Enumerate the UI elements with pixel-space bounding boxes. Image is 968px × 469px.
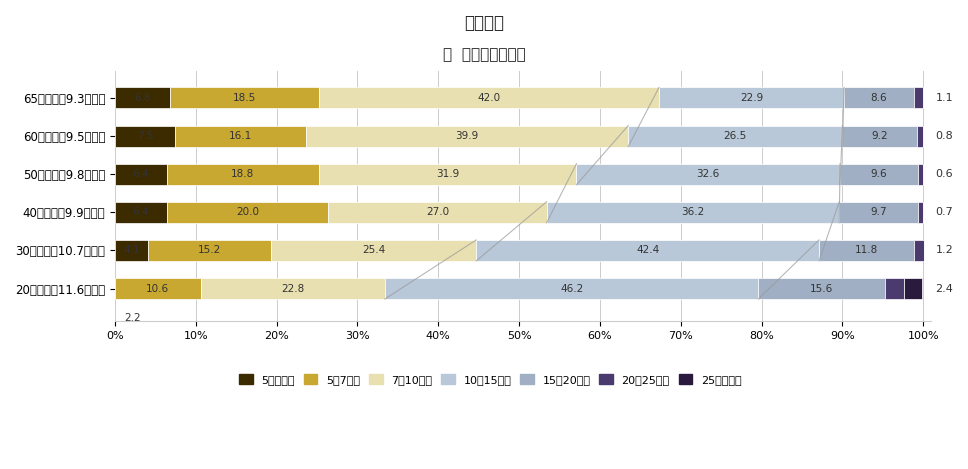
Text: 20.0: 20.0 [236, 207, 258, 217]
Text: 7.5: 7.5 [136, 131, 154, 141]
Bar [547, 202, 839, 223]
Text: 4.1: 4.1 [123, 245, 139, 256]
Legend: 5万円未満, 5～7万円, 7～10万円, 10～15万円, 15～20万円, 20～25万円, 25万円以上: 5万円未満, 5～7万円, 7～10万円, 10～15万円, 15～20万円, … [239, 374, 741, 385]
Text: 36.2: 36.2 [681, 207, 705, 217]
Text: 6.8: 6.8 [134, 93, 151, 103]
Text: 2.4: 2.4 [935, 284, 953, 294]
Text: 10.6: 10.6 [146, 284, 169, 294]
Text: 31.9: 31.9 [436, 169, 459, 179]
Bar [148, 240, 271, 261]
Text: 22.9: 22.9 [740, 93, 763, 103]
Bar [175, 126, 306, 146]
Bar [758, 278, 885, 299]
Bar [577, 164, 840, 185]
Bar [328, 202, 547, 223]
Bar [844, 88, 914, 108]
Text: 0.8: 0.8 [935, 131, 953, 141]
Bar [319, 88, 659, 108]
Text: 11.8: 11.8 [855, 245, 878, 256]
Text: 46.2: 46.2 [560, 284, 584, 294]
Text: ＜  年金受給月額＞: ＜ 年金受給月額＞ [442, 47, 526, 62]
Bar [476, 240, 819, 261]
Bar [318, 164, 577, 185]
Bar [115, 278, 200, 299]
Bar [115, 240, 148, 261]
Text: 6.4: 6.4 [133, 169, 149, 179]
Text: 15.2: 15.2 [197, 245, 221, 256]
Bar [885, 278, 904, 299]
Text: 18.8: 18.8 [231, 169, 255, 179]
Bar [915, 240, 924, 261]
Text: 25.4: 25.4 [362, 245, 385, 256]
Text: 27.0: 27.0 [426, 207, 449, 217]
Text: 16.1: 16.1 [229, 131, 253, 141]
Text: 0.6: 0.6 [935, 169, 953, 179]
Bar [914, 88, 923, 108]
Bar [840, 164, 918, 185]
Bar [842, 126, 917, 146]
Bar [839, 202, 918, 223]
Text: 1.1: 1.1 [935, 93, 953, 103]
Bar [306, 126, 628, 146]
Text: 42.0: 42.0 [477, 93, 500, 103]
Bar [385, 278, 758, 299]
Bar [904, 278, 922, 299]
Bar [659, 88, 844, 108]
Bar [166, 202, 328, 223]
Text: 39.9: 39.9 [455, 131, 478, 141]
Bar [115, 88, 169, 108]
Text: 26.5: 26.5 [724, 131, 747, 141]
Bar [918, 164, 923, 185]
Text: 6.4: 6.4 [133, 207, 149, 217]
Bar [917, 126, 923, 146]
Text: 8.6: 8.6 [870, 93, 888, 103]
Text: 22.8: 22.8 [281, 284, 304, 294]
Text: 1.2: 1.2 [935, 245, 953, 256]
Text: 42.4: 42.4 [636, 245, 659, 256]
Bar [115, 126, 175, 146]
Bar [918, 202, 923, 223]
Bar [166, 164, 318, 185]
Text: 32.6: 32.6 [697, 169, 720, 179]
Bar [169, 88, 319, 108]
Bar [628, 126, 842, 146]
Text: 9.7: 9.7 [870, 207, 887, 217]
Text: 18.5: 18.5 [233, 93, 257, 103]
Text: 【女性】: 【女性】 [464, 14, 504, 32]
Bar [115, 202, 166, 223]
Bar [200, 278, 385, 299]
Text: 15.6: 15.6 [810, 284, 833, 294]
Text: 0.7: 0.7 [935, 207, 953, 217]
Bar [271, 240, 476, 261]
Bar [819, 240, 915, 261]
Text: 9.2: 9.2 [871, 131, 888, 141]
Text: 2.2: 2.2 [124, 313, 141, 323]
Bar [115, 164, 166, 185]
Text: 9.6: 9.6 [870, 169, 888, 179]
